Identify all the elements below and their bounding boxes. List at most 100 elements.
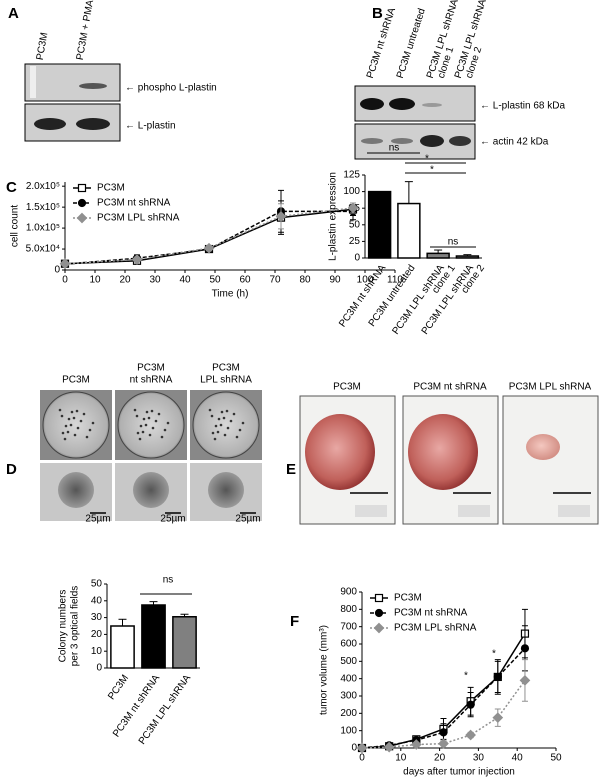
colony-dot xyxy=(151,426,155,430)
y-tick-label: 40 xyxy=(91,595,103,606)
ruler xyxy=(458,505,490,517)
panel-label: C xyxy=(6,179,17,196)
legend-label: PC3M nt shRNA xyxy=(394,608,468,619)
marker xyxy=(374,608,384,618)
x-tick-label: 110 xyxy=(387,275,403,286)
y-tick-label: 1.5x10⁵ xyxy=(26,202,60,213)
x-tick-label: 20 xyxy=(434,753,446,764)
column-label: PC3M xyxy=(212,363,240,374)
annotation: * xyxy=(430,165,434,176)
well xyxy=(117,391,185,459)
blot-a: PC3M PC3M + PMA ← phospho L-plastin ← L-… xyxy=(24,0,217,142)
band xyxy=(422,103,442,107)
column-label: LPL shRNA xyxy=(200,375,252,386)
well xyxy=(42,391,110,459)
colony-dot xyxy=(147,416,151,420)
bar xyxy=(455,255,480,259)
colony-dot xyxy=(160,435,164,439)
y-tick-label: 5.0x10⁴ xyxy=(26,244,60,255)
ruler xyxy=(558,505,590,517)
bar xyxy=(172,616,197,669)
colony-dot xyxy=(64,424,68,428)
colony-dot xyxy=(67,417,71,421)
marker xyxy=(76,212,88,224)
bar xyxy=(367,190,392,259)
band xyxy=(360,98,384,110)
y-tick-label: 50 xyxy=(349,219,361,230)
y-tick-label: 30 xyxy=(91,612,103,623)
column-label: nt shRNA xyxy=(130,375,173,386)
annotation: * xyxy=(464,671,468,682)
colony-dot xyxy=(223,433,227,437)
colony-dot xyxy=(91,421,95,425)
colony-dot xyxy=(166,421,170,425)
y-tick-label: 0 xyxy=(54,265,60,276)
legend-label: PC3M LPL shRNA xyxy=(394,623,477,634)
bar xyxy=(110,625,135,669)
well xyxy=(192,391,260,459)
y-axis-label: cell count xyxy=(10,205,21,247)
colony-dot xyxy=(58,408,62,412)
x-tick-label: 30 xyxy=(473,753,485,764)
y-tick-label: 50 xyxy=(91,579,103,590)
colony-dot xyxy=(208,408,212,412)
colony-dot xyxy=(148,433,152,437)
colony-dot xyxy=(66,430,70,434)
tumor xyxy=(305,414,375,490)
band xyxy=(420,135,444,147)
annotation: * xyxy=(425,154,429,165)
colony-dot xyxy=(139,424,143,428)
y-tick-label: 0 xyxy=(96,663,102,674)
blot-b: ← L-plastin 68 kDa ← actin 42 kDa xyxy=(354,85,565,160)
colony-dot xyxy=(76,426,80,430)
colony xyxy=(208,472,244,508)
band-label: ← L-plastin 68 kDa xyxy=(480,101,565,112)
marker xyxy=(520,644,530,653)
scale-label: 25µm xyxy=(160,514,185,525)
band xyxy=(76,118,110,130)
tumor xyxy=(526,434,560,460)
y-tick-label: 400 xyxy=(340,673,357,684)
colony-dot xyxy=(145,410,149,414)
x-tick-label: 70 xyxy=(269,275,281,286)
marker xyxy=(465,729,476,741)
x-tick-label: 40 xyxy=(512,753,524,764)
band xyxy=(391,138,413,144)
bar xyxy=(397,202,421,259)
colony-dot xyxy=(210,414,214,418)
column-label: PC3M nt shRNA xyxy=(413,382,487,393)
panel-label: B xyxy=(372,5,383,22)
colony-dot xyxy=(135,414,139,418)
panel-labels: A B C D E F xyxy=(6,5,383,630)
x-tick-label: 30 xyxy=(149,275,161,286)
colony-dot xyxy=(211,431,215,435)
x-tick-label: 10 xyxy=(89,275,101,286)
ruler xyxy=(355,505,387,517)
y-tick-label: 200 xyxy=(340,708,357,719)
column-label: PC3M xyxy=(333,382,361,393)
colony-dot xyxy=(82,412,86,416)
colony xyxy=(133,472,169,508)
colony-dot xyxy=(219,423,223,427)
marker xyxy=(77,183,87,193)
marker xyxy=(439,728,448,737)
marker xyxy=(493,672,502,682)
marker xyxy=(356,742,368,754)
colony xyxy=(58,472,94,508)
colony-dot xyxy=(63,437,67,441)
colony-dot xyxy=(225,409,229,413)
scale-label: 25µm xyxy=(235,514,260,525)
colony-dot xyxy=(85,435,89,439)
y-tick-label: 0 xyxy=(351,743,357,754)
colony-dot xyxy=(154,419,158,423)
panel-label: A xyxy=(8,5,19,22)
colony-dot xyxy=(232,412,236,416)
y-tick-label: 1.0x10⁵ xyxy=(26,223,60,234)
colony-dot xyxy=(88,428,92,432)
x-tick-label: 10 xyxy=(395,753,407,764)
x-tick-label: 40 xyxy=(179,275,191,286)
marker xyxy=(383,741,395,753)
colony-dot xyxy=(138,437,142,441)
y-tick-label: 600 xyxy=(340,639,357,650)
